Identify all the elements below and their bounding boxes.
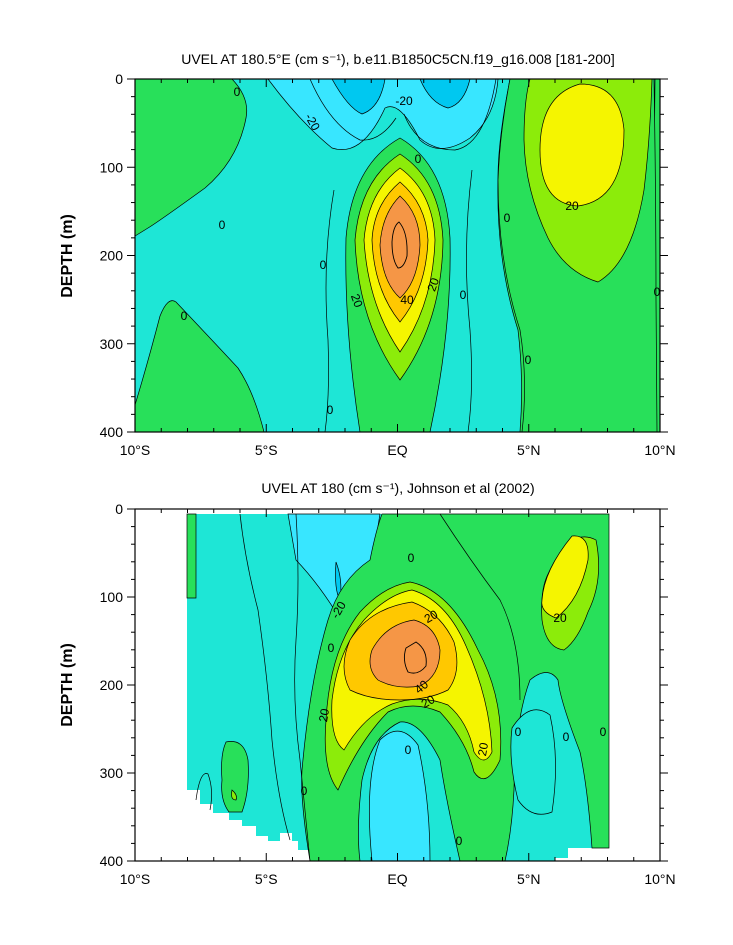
y-tick-label: 300	[100, 336, 124, 352]
bottom-contour-line	[294, 513, 311, 861]
top-fill-green-lowerleft	[135, 300, 265, 432]
x-tick-label: 5°N	[517, 871, 541, 887]
top-contour-label: 0	[181, 309, 188, 323]
top-contour-label: 20	[565, 199, 579, 213]
top-contour-label: -20	[395, 94, 413, 108]
x-tick-label: EQ	[387, 442, 407, 458]
y-tick-label: 400	[100, 853, 124, 869]
bottom-contour-fill	[186, 513, 610, 861]
bottom-contour-label: 0	[301, 784, 308, 798]
top-contour-label: 0	[219, 218, 226, 232]
top-contour-line	[466, 169, 473, 432]
bottom-contour-label: 20	[422, 607, 441, 626]
y-tick-label: 0	[115, 501, 123, 517]
bottom-fill-negative-deep	[368, 730, 431, 861]
bottom-contour-label: 20	[316, 707, 332, 723]
bottom-contour-label: 0	[328, 641, 335, 655]
y-tick-label: 100	[100, 159, 124, 175]
x-tick-label: 5°S	[255, 871, 278, 887]
top-contour-label: 20	[424, 276, 442, 294]
bottom-contour-label: 0	[405, 743, 412, 757]
top-fill-strong-negative-east	[419, 79, 471, 109]
top-contour-line	[309, 79, 397, 141]
bottom-contour-line	[439, 513, 521, 701]
top-contour-label: 20	[348, 292, 366, 310]
top-chart-title: UVEL AT 180.5°E (cm s⁻¹), b.e11.B1850C5C…	[181, 51, 615, 67]
bottom-contour-label: 0	[408, 551, 415, 565]
y-tick-label: 200	[100, 248, 124, 264]
bottom-y-axis-label: DEPTH (m)	[59, 643, 76, 727]
bottom-contour-label: 20	[553, 611, 567, 625]
bottom-chart-title: UVEL AT 180 (cm s⁻¹), Johnson et al (200…	[261, 480, 534, 496]
x-tick-label: 10°S	[120, 871, 151, 887]
y-tick-label: 300	[100, 765, 124, 781]
top-panel: UVEL AT 180.5°E (cm s⁻¹), b.e11.B1850C5C…	[59, 51, 676, 458]
top-contour-label: 0	[504, 211, 511, 225]
top-y-axis-label: DEPTH (m)	[59, 214, 76, 298]
bottom-contour-label: 0	[515, 725, 522, 739]
x-tick-label: 10°N	[644, 871, 675, 887]
bottom-contour-label: 0	[563, 730, 570, 744]
top-contour-label: 0	[415, 152, 422, 166]
top-contour-label: 0	[460, 288, 467, 302]
bottom-contour-label: 20	[419, 692, 438, 711]
top-contour-label: 0	[320, 258, 327, 272]
bottom-fill-green-leftedge	[186, 513, 197, 599]
bottom-contour-line	[195, 773, 212, 811]
bottom-fill-green-pocket	[510, 709, 556, 815]
bottom-fill-lightgreen-pocket	[231, 789, 237, 801]
x-tick-label: 5°N	[517, 442, 541, 458]
bottom-fill-yellow-east	[541, 535, 589, 619]
top-contour-label: 0	[654, 285, 661, 299]
bottom-fill-green-left	[221, 741, 249, 813]
top-contour-label: 0	[234, 85, 241, 99]
top-contour-label: 0	[327, 403, 334, 417]
top-contour-label: 0	[525, 353, 532, 367]
top-contour-label: 40	[400, 293, 414, 307]
top-contour-line	[324, 189, 335, 432]
top-contour-fill	[135, 79, 660, 432]
bottom-contour-label: 0	[456, 834, 463, 848]
x-tick-label: EQ	[387, 871, 407, 887]
y-tick-label: 0	[115, 71, 123, 87]
bottom-fill-euc-50	[403, 641, 427, 674]
x-tick-label: 10°N	[644, 442, 675, 458]
top-fill-yellow-east	[539, 83, 625, 207]
bottom-contour-label: 0	[600, 725, 607, 739]
top-fill-strong-negative-west	[331, 79, 386, 115]
top-fill-euc-50	[391, 221, 408, 269]
y-tick-label: 200	[100, 677, 124, 693]
y-tick-label: 400	[100, 424, 124, 440]
bottom-panel: UVEL AT 180 (cm s⁻¹), Johnson et al (200…	[59, 480, 676, 887]
bottom-contour-label: 20	[475, 741, 491, 757]
top-fill-green-left	[135, 79, 248, 237]
x-tick-label: 5°S	[255, 442, 278, 458]
bottom-contour-line	[239, 513, 291, 841]
x-tick-label: 10°S	[120, 442, 151, 458]
top-contour-line	[403, 79, 497, 151]
y-tick-label: 100	[100, 589, 124, 605]
